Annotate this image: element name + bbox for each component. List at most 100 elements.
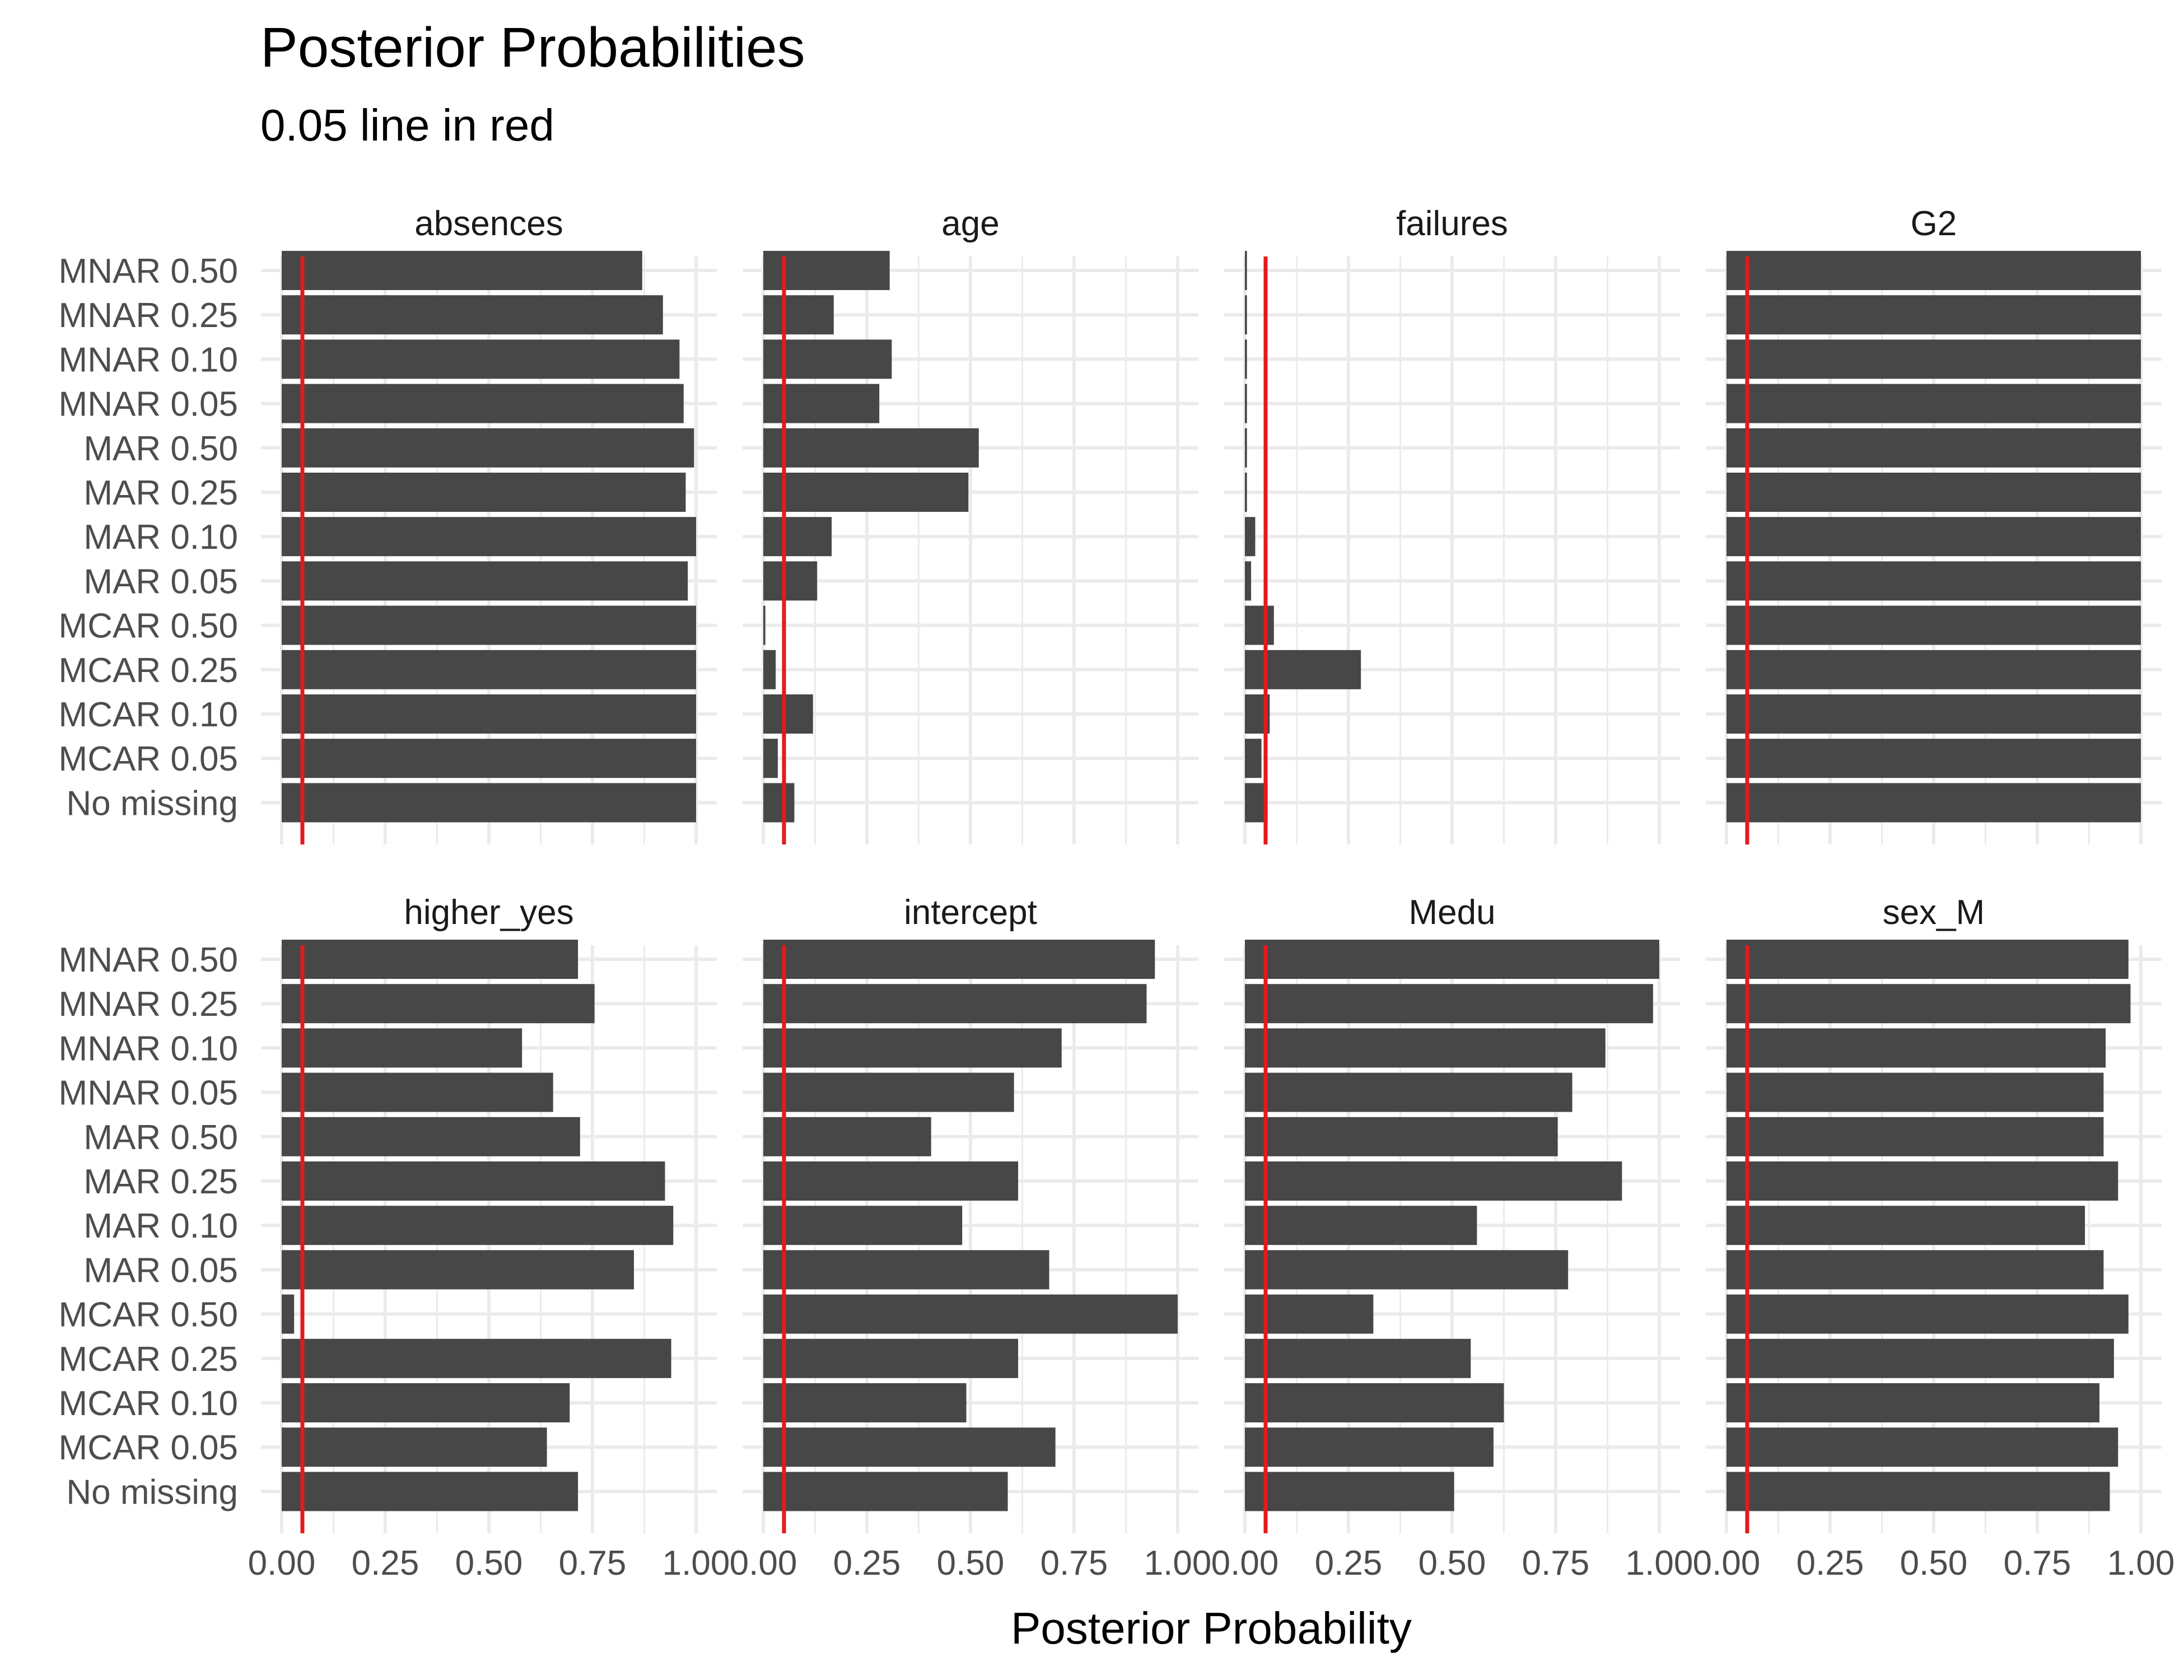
bar-g2-mar-0-05 [1726, 561, 2141, 601]
bar-age-mcar-0-50 [763, 605, 766, 645]
bar-failures-mnar-0-25 [1245, 295, 1247, 335]
bar-absences-mnar-0-50 [282, 251, 642, 290]
bar-intercept-mcar-0-10 [763, 1383, 967, 1422]
facet-label-intercept: intercept [904, 893, 1037, 932]
bar-sex-m-mcar-0-05 [1726, 1427, 2118, 1467]
x-tick-label: 0.75 [1522, 1544, 1590, 1583]
y-tick-label: MAR 0.50 [83, 1118, 238, 1157]
facet-label-age: age [941, 204, 999, 243]
bar-intercept-mar-0-25 [763, 1161, 1019, 1201]
bar-medu-mcar-0-05 [1245, 1427, 1494, 1467]
x-tick-label: 0.25 [833, 1544, 901, 1583]
y-tick-label: MCAR 0.05 [59, 1429, 238, 1467]
x-tick-label: 0.50 [1418, 1544, 1486, 1583]
bar-sex-m-mar-0-25 [1726, 1161, 2118, 1201]
bar-absences-mnar-0-25 [282, 295, 663, 335]
bar-medu-mar-0-25 [1245, 1161, 1622, 1201]
bar-sex-m-mcar-0-10 [1726, 1383, 2099, 1422]
x-tick-label: 0.75 [559, 1544, 627, 1583]
bar-intercept-mnar-0-10 [763, 1028, 1062, 1068]
x-tick-label: 0.25 [352, 1544, 419, 1583]
x-tick-label: 0.75 [2004, 1544, 2071, 1583]
bar-failures-mcar-0-50 [1245, 605, 1274, 645]
y-tick-label: MCAR 0.50 [59, 1296, 238, 1334]
bar-age-mcar-0-10 [763, 694, 813, 734]
bar-absences-mcar-0-25 [282, 650, 696, 689]
bar-g2-mnar-0-25 [1726, 295, 2141, 335]
bar-higher-yes-mnar-0-10 [282, 1028, 522, 1068]
x-tick-label: 0.00 [248, 1544, 316, 1583]
bar-absences-mar-0-50 [282, 428, 694, 468]
bar-sex-m-mnar-0-50 [1726, 940, 2129, 979]
bar-intercept-no-missing [763, 1472, 1008, 1511]
bar-intercept-mar-0-50 [763, 1117, 931, 1156]
bar-higher-yes-mcar-0-05 [282, 1427, 547, 1467]
bar-age-mcar-0-05 [763, 739, 778, 778]
bar-medu-mcar-0-10 [1245, 1383, 1504, 1422]
facet-label-sex-m: sex_M [1883, 893, 1985, 932]
bar-higher-yes-mar-0-05 [282, 1250, 634, 1290]
x-tick-label: 0.25 [1315, 1544, 1383, 1583]
y-tick-label: MNAR 0.05 [59, 385, 238, 424]
bar-higher-yes-mar-0-10 [282, 1206, 674, 1245]
bar-g2-mnar-0-10 [1726, 339, 2141, 379]
bar-sex-m-mar-0-50 [1726, 1117, 2104, 1156]
bar-intercept-mnar-0-25 [763, 984, 1147, 1024]
x-tick-label: 0.00 [1211, 1544, 1279, 1583]
y-tick-label: MNAR 0.25 [59, 296, 238, 335]
bar-higher-yes-mar-0-25 [282, 1161, 665, 1201]
bar-g2-mcar-0-10 [1726, 694, 2141, 734]
bar-g2-mcar-0-25 [1726, 650, 2141, 689]
bar-intercept-mar-0-05 [763, 1250, 1049, 1290]
y-tick-label: MCAR 0.25 [59, 1340, 238, 1379]
facet-label-higher-yes: higher_yes [404, 893, 573, 932]
y-tick-label: MAR 0.50 [83, 430, 238, 468]
y-tick-label: MCAR 0.05 [59, 740, 238, 778]
bar-intercept-mnar-0-50 [763, 940, 1155, 979]
bar-absences-mcar-0-50 [282, 605, 696, 645]
y-tick-label: MNAR 0.25 [59, 985, 238, 1024]
bar-absences-mcar-0-05 [282, 739, 696, 778]
y-tick-label: MAR 0.10 [83, 1207, 238, 1245]
bar-failures-mar-0-05 [1245, 561, 1252, 601]
chart-title: Posterior Probabilities [260, 16, 805, 79]
bar-age-mar-0-10 [763, 517, 832, 557]
bar-absences-no-missing [282, 783, 696, 823]
bar-medu-mar-0-50 [1245, 1117, 1558, 1156]
bar-g2-mar-0-10 [1726, 517, 2141, 557]
bar-intercept-mar-0-10 [763, 1206, 963, 1245]
bar-higher-yes-mcar-0-25 [282, 1338, 671, 1378]
x-tick-label: 1.00 [1144, 1544, 1212, 1583]
bar-age-mnar-0-25 [763, 295, 834, 335]
bar-age-mar-0-25 [763, 473, 969, 512]
y-tick-label: MCAR 0.50 [59, 607, 238, 646]
facet-label-g2: G2 [1911, 204, 1957, 243]
x-tick-label: 1.00 [662, 1544, 730, 1583]
x-tick-label: 1.00 [1626, 1544, 1693, 1583]
y-tick-label: No missing [66, 1473, 238, 1511]
x-tick-label: 0.00 [1693, 1544, 1761, 1583]
bar-higher-yes-mnar-0-25 [282, 984, 595, 1024]
bar-absences-mar-0-05 [282, 561, 688, 601]
x-tick-label: 0.50 [937, 1544, 1005, 1583]
bar-failures-mar-0-10 [1245, 517, 1256, 557]
bar-failures-mcar-0-25 [1245, 650, 1361, 689]
bar-g2-mnar-0-05 [1726, 384, 2141, 423]
x-tick-label: 0.50 [1900, 1544, 1968, 1583]
y-tick-label: MNAR 0.50 [59, 252, 238, 291]
bar-sex-m-mnar-0-05 [1726, 1072, 2104, 1112]
y-tick-label: MNAR 0.10 [59, 340, 238, 379]
x-tick-label: 0.25 [1796, 1544, 1864, 1583]
bar-medu-mnar-0-10 [1245, 1028, 1606, 1068]
bar-age-mar-0-50 [763, 428, 979, 468]
bar-age-mar-0-05 [763, 561, 818, 601]
bar-higher-yes-no-missing [282, 1472, 578, 1511]
bar-g2-mcar-0-05 [1726, 739, 2141, 778]
bar-age-no-missing [763, 783, 795, 823]
y-tick-label: MAR 0.05 [83, 1251, 238, 1290]
y-tick-label: MAR 0.25 [83, 1163, 238, 1201]
bar-intercept-mnar-0-05 [763, 1072, 1014, 1112]
bar-failures-mcar-0-05 [1245, 739, 1262, 778]
y-tick-label: MNAR 0.05 [59, 1074, 238, 1113]
